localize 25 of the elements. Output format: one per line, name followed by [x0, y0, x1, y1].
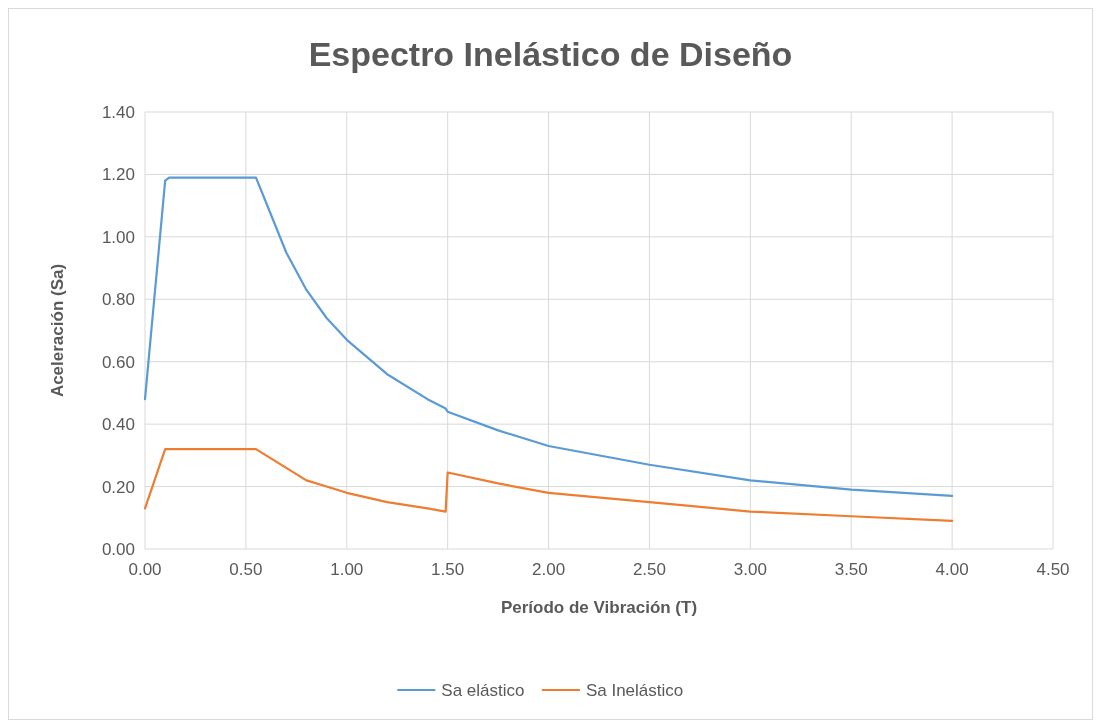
line-series	[143, 176, 954, 498]
y-tick-label: 0.20	[101, 477, 135, 497]
y-tick-label: 0.80	[101, 290, 135, 310]
x-tick-label: 1.00	[330, 560, 364, 579]
y-axis-title: Aceleración (Sa)	[48, 263, 67, 398]
x-tick-label: 4.00	[935, 560, 969, 579]
x-tick-label: 2.00	[532, 560, 566, 579]
y-tick-label: 0.60	[101, 352, 135, 372]
y-tick-label: 1.40	[101, 103, 135, 122]
y-tick-label: 0.40	[101, 415, 135, 435]
legend-label: Sa elástico	[441, 681, 525, 700]
x-tick-label: 3.00	[733, 560, 767, 579]
x-tick-label: 4.50	[1036, 560, 1070, 579]
x-tick-label: 0.00	[128, 560, 162, 579]
x-tick-label: 2.50	[632, 560, 666, 579]
y-tick-label: 0.00	[101, 540, 135, 559]
x-axis-title: Período de Vibración (T)	[500, 598, 698, 617]
y-tick-label: 1.00	[101, 227, 135, 247]
x-tick-label: 0.50	[229, 560, 263, 579]
x-tick-label: 3.50	[834, 560, 868, 579]
x-tick-label: 1.50	[431, 560, 465, 579]
chart-title: Espectro Inelástico de Diseño	[308, 35, 793, 73]
y-tick-label: 1.20	[101, 165, 135, 185]
line-series	[143, 448, 954, 523]
legend-label: Sa Inelástico	[585, 681, 684, 700]
